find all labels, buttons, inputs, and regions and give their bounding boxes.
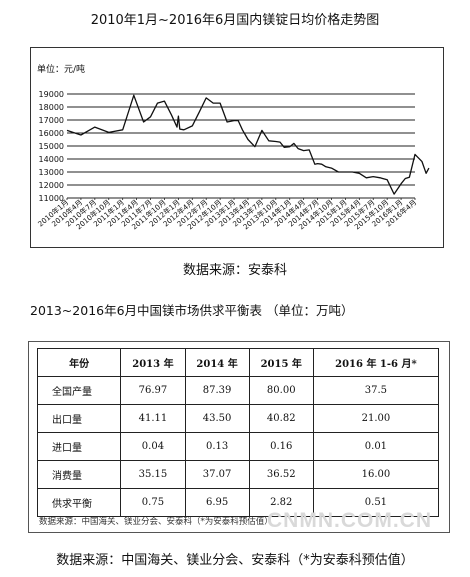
table-header-row: 年份 2013 年 2014 年 2015 年 2016 年 1-6 月* [36,348,440,377]
table-cell: 供求平衡 [36,488,122,517]
table-note: 数据来源：中国海关、镁业分会、安泰科（*为安泰科预估值） [39,517,273,527]
table-header: 2015 年 [248,348,314,377]
chart-source: 数据来源：安泰科 [182,263,287,278]
table-header: 年份 [36,348,122,377]
table-cell: 0.04 [120,432,186,461]
table-cell: 21.00 [312,404,440,433]
table-cell: 6.95 [184,488,250,517]
table-cell: 出口量 [36,404,122,433]
y-tick-label: 11000 [39,194,64,203]
table-cell: 0.13 [184,432,250,461]
table-cell: 41.11 [120,404,186,433]
y-tick-label: 18000 [39,103,64,112]
table-cell: 0.01 [312,432,440,461]
y-tick-label: 12000 [39,181,64,190]
table-cell: 16.00 [312,460,440,489]
table-cell: 43.50 [184,404,250,433]
table-cell: 0.16 [248,432,314,461]
table-row: 消费量 35.15 37.07 36.52 16.00 [36,460,440,489]
table-row: 全国产量 76.97 87.39 80.00 37.5 [36,376,440,405]
table-source: 数据来源：中国海关、镁业分会、安泰科（*为安泰科预估值） [56,553,414,568]
table-cell: 2.82 [248,488,314,517]
table-cell: 80.00 [248,376,314,405]
table-cell: 37.07 [184,460,250,489]
table-row: 进口量 0.04 0.13 0.16 0.01 [36,432,440,461]
table-cell: 0.51 [312,488,440,517]
table-cell: 40.82 [248,404,314,433]
table-cell: 87.39 [184,376,250,405]
table-title: 2013~2016年6月中国镁市场供求平衡表 （单位：万吨） [30,303,354,318]
table-cell: 进口量 [36,432,122,461]
y-tick-label: 16000 [39,129,64,138]
table-cell: 消费量 [36,460,122,489]
y-tick-label: 14000 [39,155,64,164]
table-header: 2013 年 [120,348,186,377]
table-header: 2016 年 1-6 月* [312,348,440,377]
table-cell: 全国产量 [36,376,122,405]
table-header: 2014 年 [184,348,250,377]
price-series-line [66,94,430,195]
table-cell: 76.97 [120,376,186,405]
chart-title: 2010年1月~2016年6月国内镁锭日均价格走势图 [90,13,380,28]
supply-demand-table: 年份 2013 年 2014 年 2015 年 2016 年 1-6 月* 全国… [36,348,440,517]
y-tick-label: 13000 [39,168,64,177]
y-tick-label: 15000 [39,142,64,151]
table-cell: 0.75 [120,488,186,517]
table-row: 供求平衡 0.75 6.95 2.82 0.51 [36,488,440,517]
y-tick-label: 19000 [39,90,64,99]
unit-label: 单位：元/吨 [37,63,85,75]
y-tick-label: 17000 [39,116,64,125]
table-row: 出口量 41.11 43.50 40.82 21.00 [36,404,440,433]
price-chart-svg: 单位：元/吨 11000 12000 13000 14000 15000 16000 1700… [36,63,430,231]
table-cell: 36.52 [248,460,314,489]
table-cell: 35.15 [120,460,186,489]
price-chart: 单位：元/吨 11000 12000 13000 14000 15000 16000 1700… [30,47,444,248]
balance-table-box: 年份 2013 年 2014 年 2015 年 2016 年 1-6 月* 全国… [28,341,450,533]
table-cell: 37.5 [312,376,440,405]
watermark-logo: CNMN.COM.CN [267,509,432,532]
